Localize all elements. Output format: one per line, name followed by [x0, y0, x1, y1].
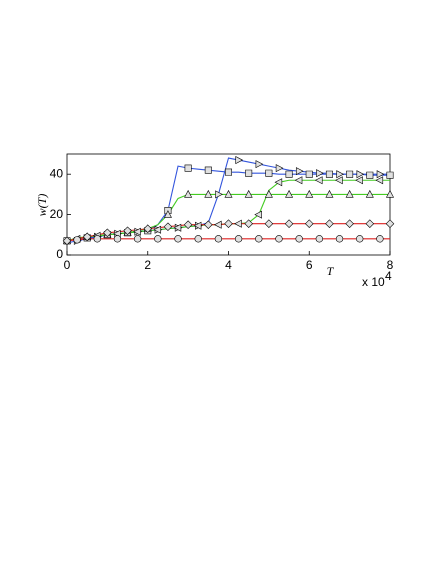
marker	[385, 219, 395, 228]
marker	[295, 235, 303, 243]
marker	[204, 220, 213, 229]
marker	[143, 224, 153, 234]
marker	[294, 176, 303, 185]
marker	[194, 235, 202, 243]
marker	[204, 189, 213, 198]
marker	[264, 219, 274, 228]
marker	[235, 156, 244, 165]
marker	[123, 226, 132, 236]
y-tick-label: 40	[50, 166, 64, 180]
marker	[255, 235, 263, 243]
x-tick-label: 4	[225, 258, 232, 272]
marker	[244, 189, 253, 198]
x-scale-label: x 10	[362, 275, 385, 289]
marker	[304, 219, 314, 228]
x-scale-exponent: 4	[385, 269, 392, 283]
marker	[366, 171, 374, 179]
marker	[163, 222, 173, 231]
marker	[103, 228, 112, 238]
marker	[376, 235, 384, 243]
marker	[174, 235, 182, 243]
marker	[245, 169, 253, 177]
marker	[346, 170, 354, 178]
marker	[73, 236, 81, 244]
marker	[153, 225, 162, 234]
marker	[183, 220, 193, 229]
marker	[154, 235, 162, 243]
marker	[224, 219, 233, 228]
marker	[173, 223, 182, 232]
y-axis-label: w(T)	[35, 194, 49, 217]
marker	[376, 170, 385, 179]
marker	[193, 221, 202, 230]
y-tick-label: 20	[50, 207, 64, 221]
marker	[184, 164, 192, 172]
marker	[93, 235, 101, 243]
marker	[224, 189, 233, 198]
marker	[375, 176, 384, 185]
marker	[204, 166, 212, 174]
marker	[234, 219, 242, 228]
marker	[285, 189, 294, 198]
marker	[234, 235, 243, 243]
marker	[275, 164, 284, 173]
marker	[113, 235, 122, 243]
marker	[214, 235, 223, 243]
marker	[295, 167, 304, 176]
marker	[255, 160, 264, 169]
marker	[274, 178, 283, 187]
marker	[325, 219, 334, 228]
x-tick-label: 2	[144, 258, 151, 272]
marker	[365, 219, 375, 228]
marker	[244, 219, 253, 228]
marker	[385, 189, 395, 198]
marker	[345, 189, 354, 198]
marker	[82, 232, 92, 242]
marker	[335, 176, 343, 185]
marker	[133, 227, 141, 236]
marker	[336, 170, 345, 179]
marker	[356, 170, 365, 179]
marker	[225, 168, 232, 176]
x-tick-label: 0	[64, 258, 71, 272]
marker	[386, 171, 394, 179]
marker	[275, 235, 283, 243]
marker	[215, 190, 223, 199]
marker	[305, 189, 314, 198]
marker	[316, 169, 324, 178]
x-tick-label: 8	[387, 258, 394, 272]
marker	[284, 219, 294, 228]
marker	[345, 219, 354, 228]
marker	[213, 220, 222, 229]
marker	[335, 235, 344, 243]
marker	[365, 189, 374, 198]
marker	[356, 235, 364, 243]
marker	[163, 210, 172, 218]
marker	[314, 176, 323, 185]
marker	[62, 236, 72, 246]
marker	[315, 235, 324, 243]
marker	[264, 189, 273, 198]
marker	[305, 170, 313, 178]
marker	[265, 169, 273, 177]
marker	[184, 189, 193, 198]
marker	[285, 170, 293, 178]
marker	[325, 170, 333, 178]
marker	[325, 189, 334, 198]
y-tick-label: 0	[56, 247, 63, 261]
marker	[254, 210, 262, 219]
x-axis-label: T	[327, 264, 335, 278]
marker	[133, 235, 142, 243]
x-tick-label: 6	[306, 258, 313, 272]
marker	[355, 176, 363, 185]
